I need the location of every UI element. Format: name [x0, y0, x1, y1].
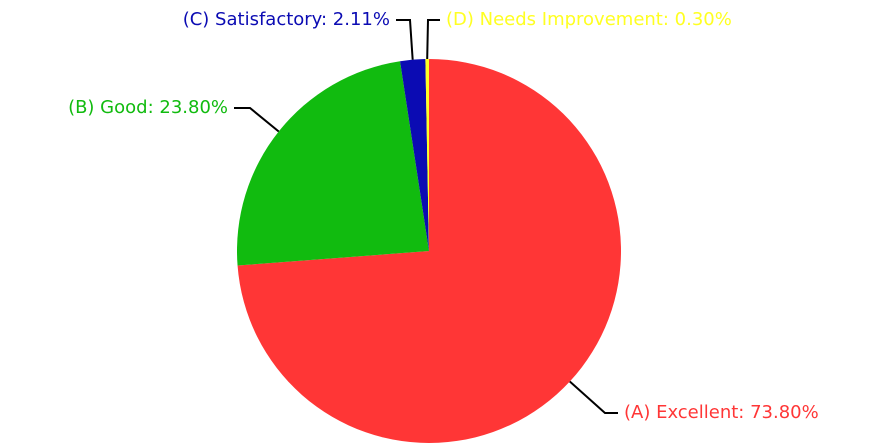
slice-label: (D) Needs Improvement: 0.30% [446, 9, 732, 30]
slice-label: (A) Excellent: 73.80% [624, 402, 819, 423]
pie-slice [400, 59, 429, 251]
slice-label: (C) Satisfactory: 2.11% [183, 9, 390, 30]
pie-slice [237, 61, 429, 266]
pie-slice [425, 59, 429, 251]
leader-line [234, 107, 280, 133]
leader-line [426, 19, 440, 60]
pie-slice [237, 59, 621, 443]
slice-label: (B) Good: 23.80% [68, 97, 228, 118]
leader-line [569, 380, 618, 414]
leader-line [396, 19, 414, 60]
